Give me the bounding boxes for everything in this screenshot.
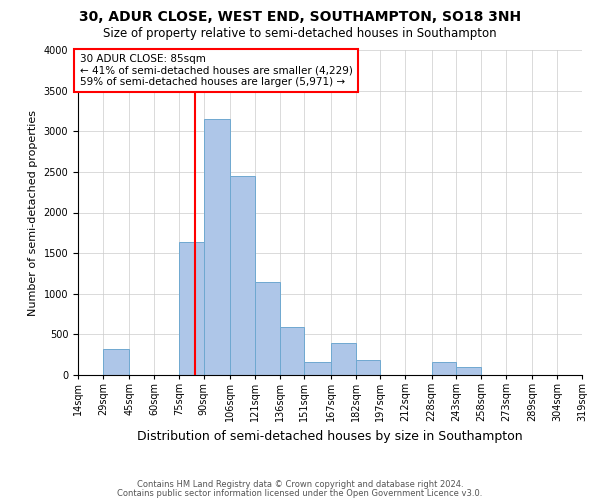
Bar [255,282,280,375]
X-axis label: Distribution of semi-detached houses by size in Southampton: Distribution of semi-detached houses by … [137,430,523,442]
Bar [280,327,304,375]
Bar [179,242,203,375]
Text: Contains HM Land Registry data © Crown copyright and database right 2024.: Contains HM Land Registry data © Crown c… [137,480,463,489]
Text: 30, ADUR CLOSE, WEST END, SOUTHAMPTON, SO18 3NH: 30, ADUR CLOSE, WEST END, SOUTHAMPTON, S… [79,10,521,24]
Y-axis label: Number of semi-detached properties: Number of semi-detached properties [28,110,38,316]
Bar [304,362,331,375]
Bar [103,349,129,375]
Text: 30 ADUR CLOSE: 85sqm
← 41% of semi-detached houses are smaller (4,229)
59% of se: 30 ADUR CLOSE: 85sqm ← 41% of semi-detac… [80,54,353,88]
Bar [230,176,255,375]
Bar [356,360,380,375]
Bar [203,119,230,375]
Bar [431,362,457,375]
Text: Size of property relative to semi-detached houses in Southampton: Size of property relative to semi-detach… [103,28,497,40]
Text: Contains public sector information licensed under the Open Government Licence v3: Contains public sector information licen… [118,488,482,498]
Bar [331,344,356,375]
Bar [457,367,481,375]
